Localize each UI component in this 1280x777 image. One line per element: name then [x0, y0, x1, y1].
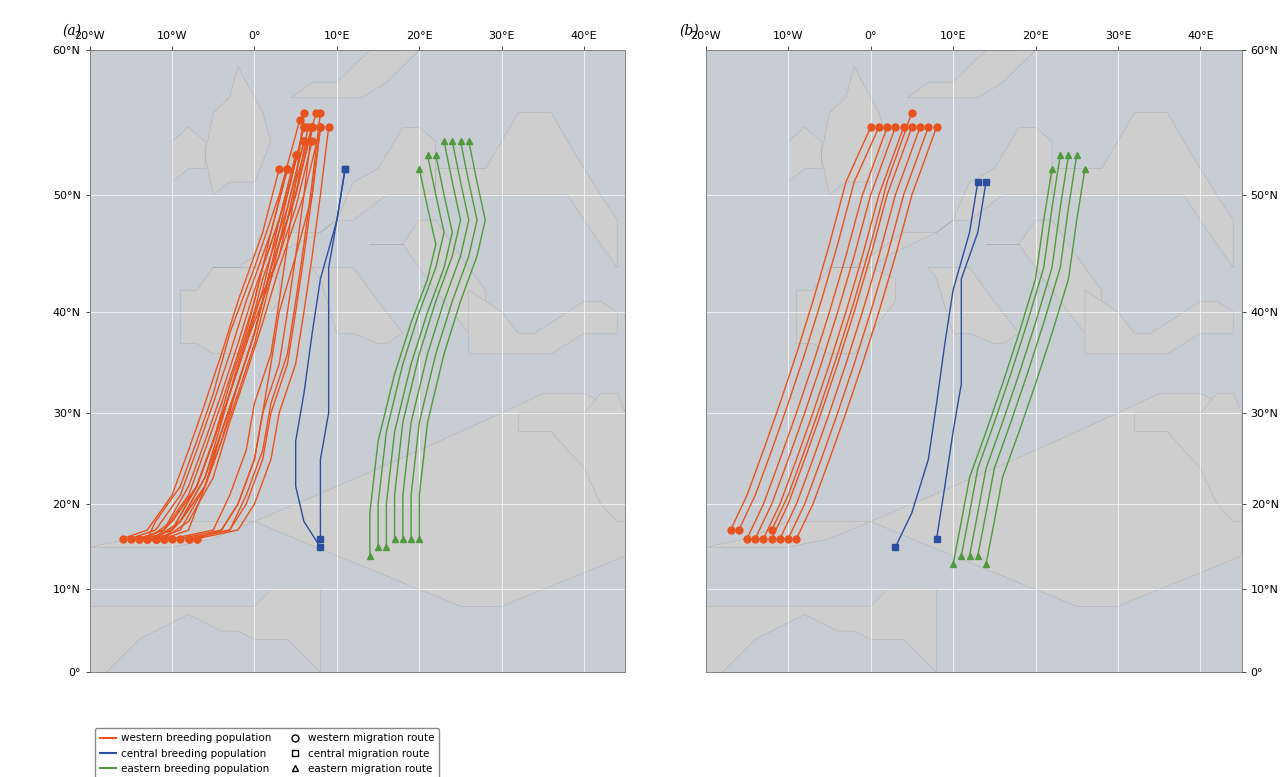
- Legend: western breeding population, central breeding population, eastern breeding popul: western breeding population, central bre…: [95, 728, 439, 777]
- Polygon shape: [205, 67, 271, 195]
- Polygon shape: [90, 394, 626, 606]
- Polygon shape: [518, 394, 626, 521]
- Polygon shape: [370, 220, 485, 343]
- Polygon shape: [1085, 290, 1234, 354]
- Polygon shape: [986, 220, 1102, 343]
- Polygon shape: [1134, 394, 1242, 521]
- Polygon shape: [214, 127, 435, 267]
- Text: (b): (b): [678, 24, 699, 38]
- Polygon shape: [829, 127, 1052, 267]
- Polygon shape: [180, 267, 279, 354]
- Polygon shape: [822, 67, 887, 195]
- Polygon shape: [705, 590, 937, 672]
- Polygon shape: [292, 0, 502, 98]
- Polygon shape: [928, 267, 1019, 343]
- Polygon shape: [788, 127, 822, 182]
- Polygon shape: [705, 394, 1242, 606]
- Polygon shape: [435, 113, 617, 267]
- Polygon shape: [1052, 113, 1234, 267]
- Polygon shape: [172, 127, 205, 182]
- Polygon shape: [908, 0, 1117, 98]
- Text: (a): (a): [63, 24, 82, 38]
- Polygon shape: [312, 267, 403, 343]
- Polygon shape: [796, 267, 896, 354]
- Polygon shape: [468, 290, 617, 354]
- Polygon shape: [90, 590, 320, 672]
